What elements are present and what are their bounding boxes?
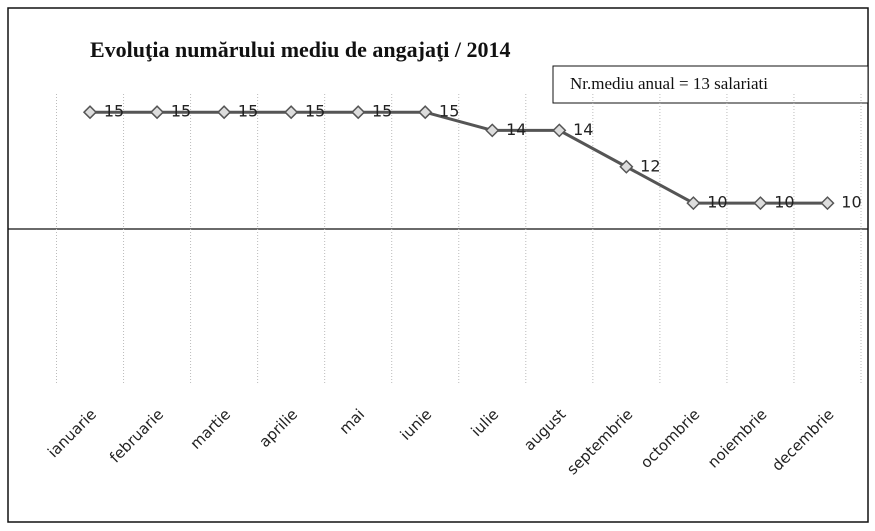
point-marker bbox=[217, 105, 232, 120]
point-marker bbox=[150, 105, 165, 120]
data-label: 15 bbox=[439, 102, 459, 121]
point-marker bbox=[753, 196, 768, 211]
data-label: 15 bbox=[372, 102, 392, 121]
data-label: 10 bbox=[707, 193, 727, 212]
data-label: 12 bbox=[640, 156, 660, 175]
point-marker bbox=[619, 159, 634, 174]
point-marker bbox=[284, 105, 299, 120]
data-label: 10 bbox=[774, 193, 794, 212]
data-label: 15 bbox=[238, 102, 258, 121]
point-marker bbox=[686, 196, 701, 211]
point-marker bbox=[820, 196, 835, 211]
point-marker bbox=[351, 105, 366, 120]
point-marker bbox=[485, 123, 500, 138]
point-marker bbox=[418, 105, 433, 120]
point-marker bbox=[82, 105, 98, 120]
data-label: 14 bbox=[573, 120, 593, 139]
data-label: 15 bbox=[171, 102, 191, 121]
point-marker bbox=[552, 123, 567, 138]
data-label: 15 bbox=[305, 102, 325, 121]
annotation-box bbox=[552, 65, 869, 104]
series-line bbox=[90, 110, 828, 205]
data-label: 15 bbox=[104, 102, 124, 121]
data-label: 10 bbox=[841, 193, 861, 212]
annotation: Nr.mediu anual = 13 salariati bbox=[570, 74, 768, 93]
data-label: 14 bbox=[506, 120, 526, 139]
chart-title: Evoluţia numărului mediu de angajaţi / 2… bbox=[90, 37, 511, 62]
